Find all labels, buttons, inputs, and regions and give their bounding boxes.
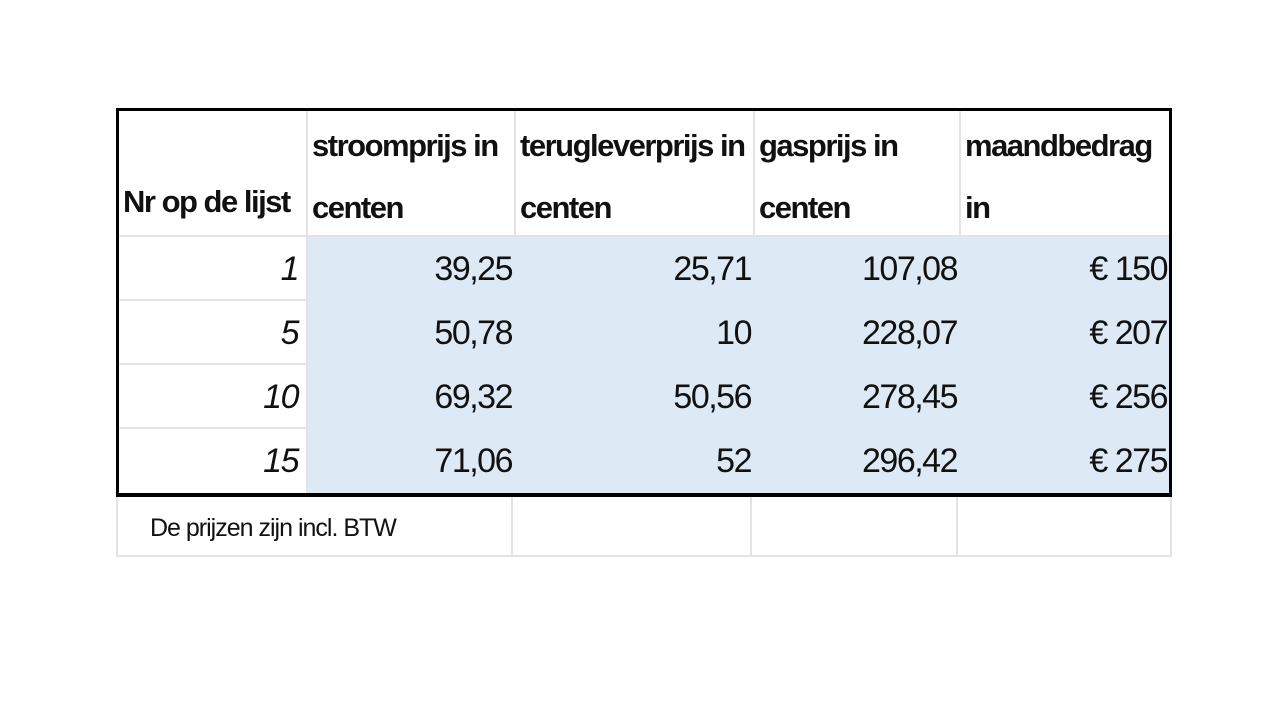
cell-maandbedrag[interactable]: € 207: [961, 301, 1169, 365]
cell-terugleverprijs[interactable]: 50,56: [516, 365, 755, 429]
price-table: Nr op de lijst stroomprijs in centen ter…: [116, 108, 1172, 497]
footnote-row: De prijzen zijn incl. BTW: [116, 497, 1172, 557]
cell-gasprijs[interactable]: 228,07: [755, 301, 961, 365]
table-row: 15 71,06 52 296,42 € 275: [119, 429, 1169, 493]
table-row: 10 69,32 50,56 278,45 € 256: [119, 365, 1169, 429]
empty-cell[interactable]: [513, 497, 752, 557]
cell-terugleverprijs[interactable]: 25,71: [516, 237, 755, 301]
header-row: Nr op de lijst stroomprijs in centen ter…: [119, 111, 1169, 237]
cell-nr[interactable]: 15: [119, 429, 308, 493]
table-row: 1 39,25 25,71 107,08 € 150: [119, 237, 1169, 301]
cell-gasprijs[interactable]: 107,08: [755, 237, 961, 301]
empty-cell[interactable]: [752, 497, 958, 557]
table-row: 5 50,78 10 228,07 € 207: [119, 301, 1169, 365]
header-nr-op-de-lijst[interactable]: Nr op de lijst: [119, 111, 308, 237]
cell-gasprijs[interactable]: 296,42: [755, 429, 961, 493]
cell-maandbedrag[interactable]: € 275: [961, 429, 1169, 493]
header-stroomprijs[interactable]: stroomprijs in centen: [308, 111, 516, 237]
price-sheet: Nr op de lijst stroomprijs in centen ter…: [116, 108, 1172, 557]
cell-gasprijs[interactable]: 278,45: [755, 365, 961, 429]
cell-stroomprijs[interactable]: 50,78: [308, 301, 516, 365]
cell-terugleverprijs[interactable]: 52: [516, 429, 755, 493]
cell-maandbedrag[interactable]: € 256: [961, 365, 1169, 429]
cell-stroomprijs[interactable]: 39,25: [308, 237, 516, 301]
cell-maandbedrag[interactable]: € 150: [961, 237, 1169, 301]
header-terugleverprijs[interactable]: terugleverprijs in centen: [516, 111, 755, 237]
cell-terugleverprijs[interactable]: 10: [516, 301, 755, 365]
empty-cell[interactable]: [958, 497, 1172, 557]
cell-nr[interactable]: 1: [119, 237, 308, 301]
header-maandbedrag[interactable]: maandbedrag in Euro: [961, 111, 1169, 237]
cell-nr[interactable]: 5: [119, 301, 308, 365]
header-gasprijs[interactable]: gasprijs in centen: [755, 111, 961, 237]
cell-stroomprijs[interactable]: 71,06: [308, 429, 516, 493]
footnote-cell[interactable]: De prijzen zijn incl. BTW: [116, 497, 513, 557]
cell-stroomprijs[interactable]: 69,32: [308, 365, 516, 429]
cell-nr[interactable]: 10: [119, 365, 308, 429]
